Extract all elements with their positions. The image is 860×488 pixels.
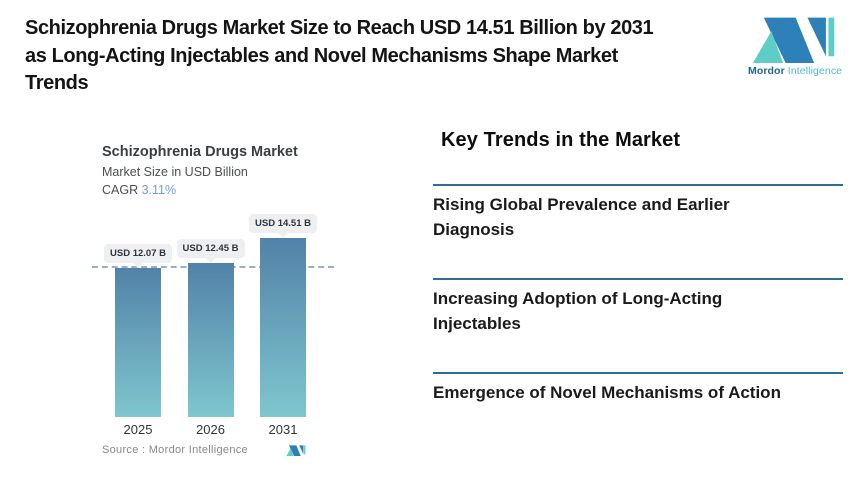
bar-2025 xyxy=(115,268,161,417)
chart-header: Schizophrenia Drugs Market Market Size i… xyxy=(88,144,336,197)
trends-heading: Key Trends in the Market xyxy=(441,129,681,151)
chart-panel: Schizophrenia Drugs Market Market Size i… xyxy=(88,144,336,474)
chart-title: Schizophrenia Drugs Market xyxy=(102,144,298,160)
brand-logo: Mordor Intelligence xyxy=(748,16,843,77)
brand-name-bold: Mordor xyxy=(748,65,785,77)
brand-name: Mordor Intelligence xyxy=(748,65,843,77)
callout-pill: USD 14.51 B xyxy=(249,214,317,233)
callout-pill: USD 12.45 B xyxy=(176,239,245,258)
trend-text-line: Diagnosis xyxy=(433,220,515,239)
trend-item-1: Rising Global Prevalence and Earlier Dia… xyxy=(433,184,843,278)
trend-text-line: Increasing Adoption of Long-Acting xyxy=(433,289,723,308)
trends-heading-wrap: Key Trends in the Market xyxy=(433,129,843,184)
cagr-label: CAGR xyxy=(102,183,139,197)
bars-row: USD 12.07 B USD 12.45 B USD 14.51 B xyxy=(88,213,336,417)
bar-chart: USD 12.07 B USD 12.45 B USD 14.51 B xyxy=(88,213,336,417)
chart-subtitle: Market Size in USD Billion xyxy=(102,165,248,179)
bar-2026 xyxy=(187,263,234,417)
trend-text-line: Injectables xyxy=(433,314,521,333)
bar-2031 xyxy=(260,238,306,417)
value-callout: USD 12.07 B xyxy=(104,244,172,268)
page-title-line-3: Trends xyxy=(25,72,89,94)
source-note: Source : Mordor Intelligence xyxy=(102,444,248,456)
callout-pill: USD 12.07 B xyxy=(104,244,172,263)
brand-name-light: Intelligence xyxy=(787,65,843,77)
source-mini-logo-icon xyxy=(286,444,306,456)
cagr-value: 3.11% xyxy=(141,183,177,197)
bar-group-2025: USD 12.07 B xyxy=(104,244,172,417)
x-axis-labels: 2025 2026 2031 xyxy=(88,422,336,437)
mordor-intelligence-logo-icon xyxy=(752,17,835,63)
trend-text-line: Rising Global Prevalence and Earlier xyxy=(433,195,730,214)
year-label-2025: 2025 xyxy=(123,422,153,437)
value-callout: USD 12.45 B xyxy=(176,239,245,263)
year-label-2026: 2026 xyxy=(196,422,225,437)
callout-caret-icon xyxy=(278,233,288,238)
source-row: Source : Mordor Intelligence xyxy=(102,444,306,456)
trend-text-line: Emergence of Novel Mechanisms of Action xyxy=(433,383,781,402)
page-title-line-1: Schizophrenia Drugs Market Size to Reach… xyxy=(25,17,654,39)
callout-caret-icon xyxy=(133,263,143,268)
value-callout: USD 14.51 B xyxy=(249,214,317,238)
trends-panel: Key Trends in the Market Rising Global P… xyxy=(433,122,843,405)
page-title-line-2: as Long-Acting Injectables and Novel Mec… xyxy=(25,44,618,67)
bar-group-2031: USD 14.51 B xyxy=(249,214,317,417)
cagr-line: CAGR 3.11% xyxy=(102,183,336,197)
year-label-2031: 2031 xyxy=(268,422,298,437)
trend-item-2: Increasing Adoption of Long-Acting Injec… xyxy=(433,278,843,372)
page-title: Schizophrenia Drugs Market Size to Reach… xyxy=(25,15,740,98)
bar-group-2026: USD 12.45 B xyxy=(176,239,245,417)
trend-item-3: Emergence of Novel Mechanisms of Action xyxy=(433,372,843,405)
callout-caret-icon xyxy=(205,258,216,263)
